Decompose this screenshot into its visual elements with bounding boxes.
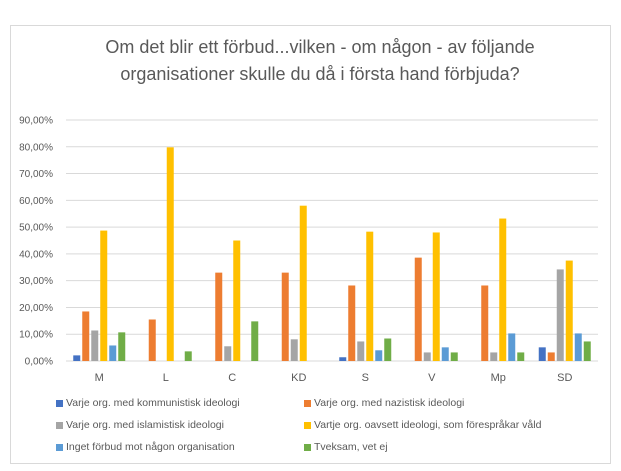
legend-label: Tveksam, vet ej [314,441,388,453]
bar [556,269,564,361]
bar [538,347,546,361]
x-category-label: L [163,372,169,384]
legend-swatch [56,399,63,407]
x-category-label: SD [557,372,572,384]
bar [490,352,498,361]
x-category-label: M [95,372,104,384]
gridlines [66,119,598,362]
legend-swatch [56,443,63,451]
y-tick-label: 10,00% [19,330,53,341]
legend-swatch [56,421,63,429]
bar [166,147,174,361]
bar [414,257,422,361]
y-axis-ticks: 0,00% 10,00% 20,00% 30,00% 40,00% 50,00% 60,00… [19,116,53,368]
bar [299,205,307,361]
bar [118,332,126,361]
x-category-label: S [362,372,369,384]
bar [450,352,458,361]
y-tick-label: 0,00% [25,357,53,368]
bar [481,285,489,361]
bar [499,218,507,361]
bar [574,333,582,361]
legend-item: Varje org. med nazistisk ideologi [304,397,464,409]
y-tick-label: 70,00% [19,169,53,180]
legend-swatch [304,421,311,429]
y-tick-label: 20,00% [19,303,53,314]
bar [441,347,449,361]
x-category-label: C [228,372,236,384]
legend-swatch [304,443,311,451]
bar [233,240,241,361]
y-tick-label: 40,00% [19,249,53,260]
legend-item: Tveksam, vet ej [304,441,388,453]
x-category-label: V [428,372,436,384]
bar [91,330,99,361]
bar [281,272,289,361]
bar [109,345,117,361]
y-tick-label: 30,00% [19,276,53,287]
x-axis-categories: M L C KD S V Mp SD [95,372,573,384]
legend-item: Vartje org. oavsett ideologi, som föresp… [304,419,541,431]
chart-title-line-1: Om det blir ett förbud...vilken - om någ… [105,37,535,57]
bar [384,338,392,361]
x-category-label: Mp [491,372,506,384]
bar [148,319,156,361]
bar [73,355,81,361]
bar [375,350,383,361]
bar [82,311,90,361]
bar [100,230,108,361]
legend-swatch [304,399,311,407]
y-tick-label: 80,00% [19,142,53,153]
bar [348,285,356,361]
bar [517,352,525,361]
legend-label: Vartje org. oavsett ideologi, som föresp… [314,419,542,431]
bar [508,333,516,361]
legend-label: Inget förbud mot någon organisation [66,441,235,453]
bars [73,147,591,361]
chart-title: Om det blir ett förbud...vilken - om någ… [40,34,600,88]
y-tick-label: 50,00% [19,223,53,234]
bar [184,351,192,361]
legend-label: Varje org. med islamistisk ideologi [66,419,224,431]
bar [224,346,232,361]
bar [366,231,374,361]
bar [357,341,365,361]
y-tick-label: 90,00% [19,116,53,127]
bar [432,232,440,361]
bar [215,272,223,361]
chart-frame [10,25,611,464]
legend-item: Varje org. med kommunistisk ideologi [56,397,240,409]
bar [339,357,347,361]
legend-item: Varje org. med islamistisk ideologi [56,419,224,431]
bar [423,352,431,361]
legend-label: Varje org. med kommunistisk ideologi [66,397,240,409]
chart-title-line-2: organisationer skulle du då i första han… [120,64,520,84]
bar [290,339,298,361]
x-category-label: KD [291,372,306,384]
bar [565,260,573,361]
legend-label: Varje org. med nazistisk ideologi [314,397,465,409]
bar [547,352,555,361]
bar [251,321,259,361]
bar [583,341,591,361]
legend-item: Inget förbud mot någon organisation [56,441,235,453]
y-tick-label: 60,00% [19,196,53,207]
